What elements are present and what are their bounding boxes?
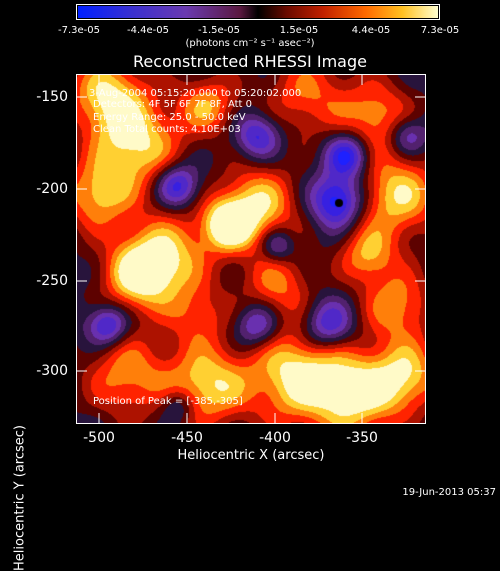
colorbar-tick: 1.5e-05 [279,25,319,36]
y-tick-label: -200 [36,181,68,197]
x-axis-label: Heliocentric X (arcsec) [177,448,325,463]
x-tick-label: -350 [346,430,378,446]
colorbar-tick: -1.5e-05 [198,25,240,36]
y-axis-label: Heliocentric Y (arcsec) [12,425,28,571]
colorbar-tick: 7.3e-05 [420,25,460,36]
peak-position: Position of Peak = [-385,-305] [93,396,243,407]
x-tick-label: -450 [171,430,203,446]
image-plot: 3-Aug-2004 05:15:20.000 to 05:20:02.000 … [76,74,426,424]
colorbar-tick: 4.4e-05 [351,25,391,36]
plot-title: Reconstructed RHESSI Image [133,52,367,71]
y-tick-label: -250 [36,273,68,289]
colorbar-tick: -4.4e-05 [127,25,169,36]
colorbar-gradient [78,6,438,18]
colorbar-units: (photons cm⁻² s⁻¹ asec⁻²) [185,38,315,49]
timestamp: 19-Jun-2013 05:37 [402,487,496,498]
info-energy-range: Energy Range: 25.0 - 50.0 keV [93,112,246,123]
y-tick-label: -300 [36,363,68,379]
colorbar [76,4,440,20]
info-detectors: Detectors: 4F 5F 6F 7F 8F, Att 0 [93,99,253,110]
heatmap-image [77,75,425,423]
y-tick-label: -150 [36,89,68,105]
info-time-range: 3-Aug-2004 05:15:20.000 to 05:20:02.000 [89,88,302,99]
x-tick-label: -500 [83,430,115,446]
colorbar-tick: -7.3e-05 [58,25,100,36]
info-clean: Clean Total counts: 4.10E+03 [93,124,241,135]
x-tick-label: -400 [259,430,291,446]
